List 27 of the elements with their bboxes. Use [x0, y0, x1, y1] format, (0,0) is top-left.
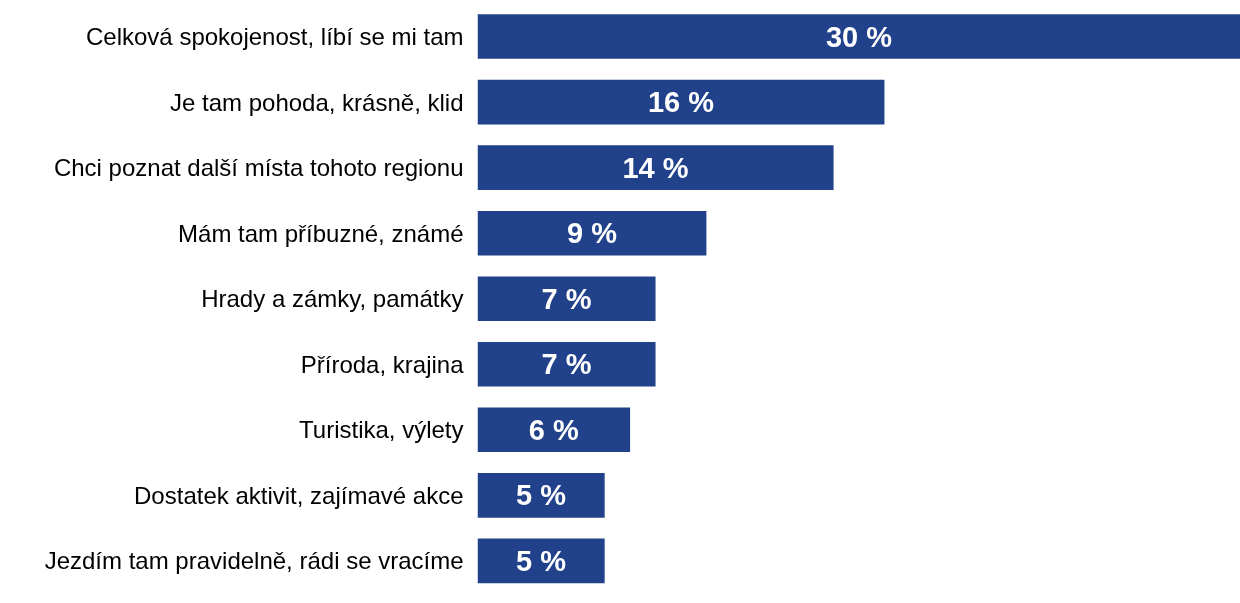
data-label: 9 %: [566, 217, 618, 250]
bar: [477, 79, 885, 125]
bar: [477, 473, 605, 518]
bar: [477, 14, 1240, 59]
y-tick-label: Turistika, výlety: [299, 416, 464, 444]
y-tick-label: Hrady a zámky, památky: [201, 285, 464, 313]
data-label: 6 %: [528, 413, 579, 446]
y-tick-label: Mám tam příbuzné, známé: [178, 219, 464, 247]
y-tick-label: Dostatek aktivit, zajímavé akce: [134, 481, 464, 509]
bar: [477, 145, 834, 190]
bar: [477, 341, 656, 387]
y-tick-label: Chci poznat další místa tohoto regionu: [53, 154, 464, 182]
data-label: 7 %: [541, 282, 592, 315]
data-label: 5 %: [516, 479, 567, 512]
y-tick-label: Je tam pohoda, krásně, klid: [170, 88, 464, 116]
y-tick-label: Příroda, krajina: [300, 350, 465, 378]
y-tick-label: Celková spokojenost, líbí se mi tam: [86, 23, 464, 51]
bar: [477, 538, 605, 584]
bar: [477, 407, 631, 453]
bar: [477, 210, 707, 256]
data-label: 5 %: [516, 544, 567, 577]
bar: [477, 276, 656, 322]
data-label: 7 %: [541, 348, 592, 381]
data-label: 30 %: [825, 20, 893, 53]
y-tick-label: Jezdím tam pravidelně, rádi se vracíme: [44, 547, 464, 575]
data-label: 14 %: [622, 151, 689, 184]
data-label: 16 %: [647, 86, 715, 119]
